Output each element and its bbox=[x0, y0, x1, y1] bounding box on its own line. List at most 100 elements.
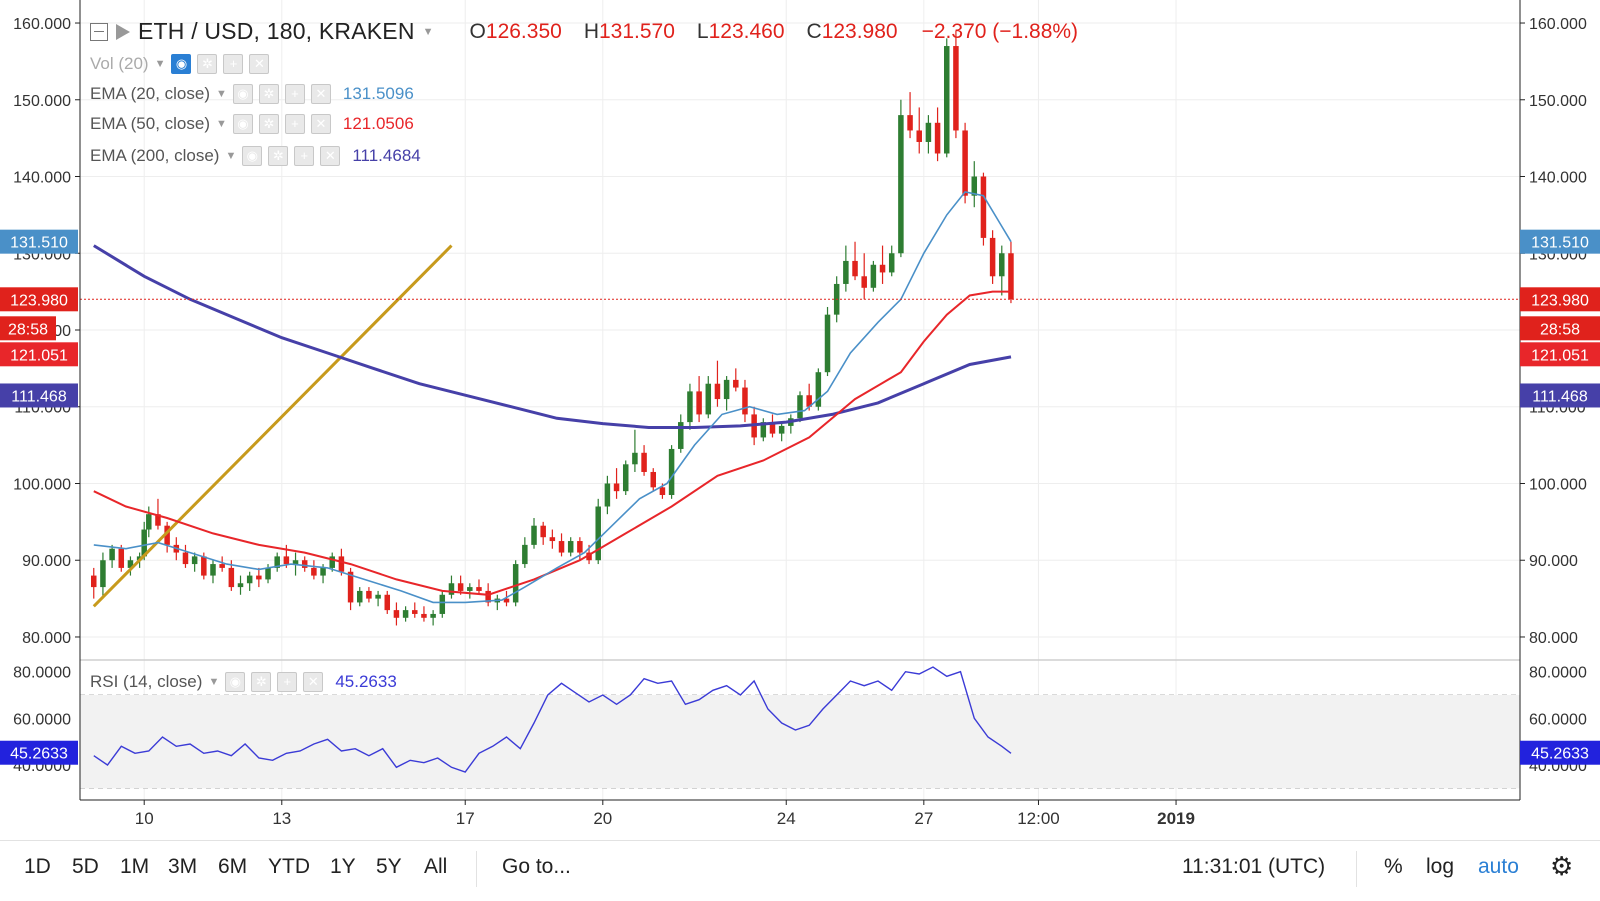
timeframe-3m[interactable]: 3M bbox=[168, 855, 198, 878]
plus-icon[interactable]: + bbox=[223, 54, 244, 74]
candle-body bbox=[375, 594, 381, 599]
low-value: 123.460 bbox=[708, 19, 785, 43]
candle-body bbox=[898, 115, 904, 254]
close-icon[interactable]: ✕ bbox=[320, 146, 341, 166]
timeframe-ytd[interactable]: YTD bbox=[268, 855, 310, 878]
rsi-tick-label-left: 80.0000 bbox=[13, 665, 71, 682]
candle-body bbox=[182, 552, 189, 565]
utc-clock[interactable]: 11:31:01 (UTC) bbox=[1182, 855, 1326, 878]
plus-icon[interactable]: + bbox=[284, 84, 305, 104]
candle-body bbox=[311, 567, 317, 576]
y-tick-label-right: 90.000 bbox=[1529, 553, 1578, 570]
toolbar-separator bbox=[476, 851, 477, 887]
gear-icon[interactable]: ✲ bbox=[251, 672, 272, 692]
symbol-title[interactable]: ETH / USD, 180, KRAKEN bbox=[138, 18, 415, 44]
candle-body bbox=[512, 564, 519, 603]
ema200-legend[interactable]: EMA (200, close) ▼ ◉ ✲ + ✕ 111.4684 bbox=[90, 146, 421, 166]
plus-icon[interactable]: + bbox=[277, 672, 298, 692]
chevron-down-icon[interactable]: ▼ bbox=[154, 58, 166, 70]
candle-body bbox=[228, 567, 235, 588]
timeframe-6m[interactable]: 6M bbox=[218, 855, 248, 878]
y-tick-label-left: 160.000 bbox=[13, 16, 71, 33]
chevron-down-icon[interactable]: ▼ bbox=[422, 25, 434, 38]
candle-body bbox=[246, 575, 253, 584]
candle-body bbox=[402, 610, 409, 618]
gear-icon[interactable]: ✲ bbox=[268, 146, 289, 166]
x-axis-ticks[interactable]: 10 13 17 20 24 27 12:00 2019 bbox=[135, 800, 1195, 828]
ema50-price-tag-left: 121.051 bbox=[10, 347, 68, 364]
candle-body bbox=[283, 556, 290, 565]
ema200-price-tag-left: 111.468 bbox=[11, 388, 67, 405]
close-icon[interactable]: ✕ bbox=[310, 84, 331, 104]
rsi-band bbox=[80, 695, 1520, 789]
ema20-price-tag-right: 131.510 bbox=[1531, 235, 1589, 252]
gear-icon[interactable]: ✲ bbox=[258, 84, 279, 104]
gear-icon[interactable]: ✲ bbox=[197, 54, 218, 74]
x-tick-label: 2019 bbox=[1157, 809, 1195, 828]
candle-body bbox=[650, 471, 656, 488]
candle-body bbox=[934, 122, 941, 154]
candle-body bbox=[91, 575, 97, 588]
auto-toggle[interactable]: auto bbox=[1478, 855, 1519, 878]
close-icon[interactable]: ✕ bbox=[303, 672, 324, 692]
x-tick-label: 24 bbox=[777, 809, 796, 828]
eye-icon[interactable]: ◉ bbox=[242, 146, 263, 166]
candle-body bbox=[944, 46, 950, 154]
percent-toggle[interactable]: % bbox=[1384, 855, 1403, 878]
eye-icon[interactable]: ◉ bbox=[232, 114, 253, 134]
candle-body bbox=[678, 422, 684, 449]
gear-icon[interactable]: ✲ bbox=[258, 114, 279, 134]
timeframe-5y[interactable]: 5Y bbox=[376, 855, 402, 878]
minimize-icon[interactable] bbox=[90, 22, 108, 41]
close-icon[interactable]: ✕ bbox=[310, 114, 331, 134]
chevron-down-icon[interactable]: ▼ bbox=[216, 88, 227, 100]
timeframe-all[interactable]: All bbox=[424, 855, 448, 878]
candle-body bbox=[118, 548, 125, 568]
timeframe-5d[interactable]: 5D bbox=[72, 855, 99, 878]
close-icon[interactable]: ✕ bbox=[249, 54, 270, 74]
candle-body bbox=[925, 122, 932, 142]
candle-body bbox=[219, 564, 225, 568]
close-price-tag-bg-left bbox=[0, 287, 78, 312]
candles bbox=[91, 30, 1014, 626]
vol-legend[interactable]: Vol (20) ▼ ◉ ✲ + ✕ bbox=[90, 54, 270, 74]
timeframe-1m[interactable]: 1M bbox=[120, 855, 150, 878]
gear-icon[interactable]: ⚙ bbox=[1550, 851, 1574, 881]
eye-icon[interactable]: ◉ bbox=[171, 54, 192, 74]
timeframe-1y[interactable]: 1Y bbox=[330, 855, 356, 878]
eye-icon[interactable]: ◉ bbox=[232, 84, 253, 104]
candle-body bbox=[1008, 253, 1014, 300]
close-price-tag-right: 123.980 bbox=[1531, 292, 1589, 309]
open-label: O bbox=[469, 19, 486, 43]
chevron-down-icon[interactable]: ▼ bbox=[216, 118, 227, 130]
rsi-legend[interactable]: RSI (14, close) ▼ ◉ ✲ + ✕ 45.2633 bbox=[90, 672, 397, 692]
candle-body bbox=[164, 525, 170, 545]
rsi-price-tag-bg-left bbox=[0, 740, 78, 765]
rsi-price-tag-left: 45.2633 bbox=[10, 746, 68, 763]
candle-body bbox=[558, 541, 565, 553]
trendline[interactable] bbox=[92, 244, 453, 608]
candle-body bbox=[237, 583, 244, 588]
timeframe-1d[interactable]: 1D bbox=[24, 855, 51, 878]
candle-body bbox=[953, 46, 959, 131]
plus-icon[interactable]: + bbox=[284, 114, 305, 134]
high-label: H bbox=[583, 19, 599, 43]
chevron-down-icon[interactable]: ▼ bbox=[208, 676, 220, 688]
goto-button[interactable]: Go to... bbox=[502, 855, 571, 878]
y-tick-label-left: 100.000 bbox=[13, 476, 71, 493]
ema20-legend[interactable]: EMA (20, close) ▼ ◉ ✲ + ✕ 131.5096 bbox=[90, 84, 414, 104]
plus-icon[interactable]: + bbox=[294, 146, 315, 166]
ema50-legend[interactable]: EMA (50, close) ▼ ◉ ✲ + ✕ 121.0506 bbox=[90, 114, 414, 134]
candle-body bbox=[301, 560, 308, 568]
candle-body bbox=[393, 610, 400, 618]
chevron-down-icon[interactable]: ▼ bbox=[225, 150, 237, 162]
log-toggle[interactable]: log bbox=[1426, 855, 1455, 878]
ema200-price-tag-bg-right bbox=[1520, 383, 1600, 408]
eye-icon[interactable]: ◉ bbox=[225, 672, 246, 692]
countdown-tag-right: 28:58 bbox=[1540, 321, 1580, 338]
flag-icon[interactable] bbox=[116, 23, 130, 40]
candle-body bbox=[191, 556, 198, 565]
candle-body bbox=[687, 391, 693, 423]
candle-body bbox=[540, 525, 546, 538]
